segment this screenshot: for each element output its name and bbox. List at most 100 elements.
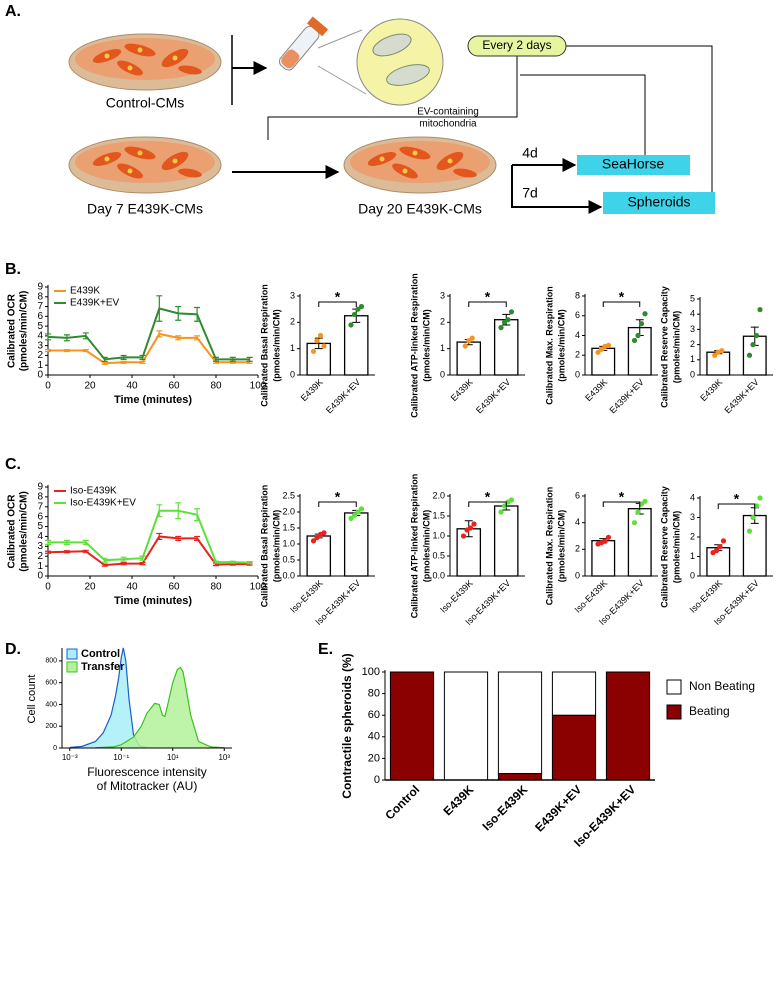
x-tick-label: E439K+EV — [532, 782, 584, 834]
data-point — [757, 307, 763, 313]
y-tick-label: 2 — [37, 350, 43, 361]
x-tick-label: Iso-E439K — [479, 782, 530, 833]
y-tick-label: 1 — [690, 551, 695, 561]
ev-label: EV-containing — [417, 107, 479, 118]
data-point — [351, 311, 358, 318]
x-tick-label: 60 — [168, 381, 180, 392]
x-tick-label: 80 — [210, 381, 222, 392]
y-tick-label: 3 — [37, 340, 43, 351]
mitochondrion — [386, 64, 430, 86]
significance-bracket — [468, 301, 507, 307]
data-point — [750, 342, 756, 348]
data-point — [321, 530, 327, 536]
y-tick-label: 20 — [368, 752, 380, 764]
y-tick-label: 2 — [575, 350, 580, 360]
y-axis-label: Calibrated ATP-linked Respiration — [409, 474, 419, 619]
data-point — [351, 512, 358, 518]
y-tick-label: 1 — [290, 343, 295, 353]
data-point — [314, 535, 320, 541]
legend-swatch — [666, 704, 682, 720]
y-tick-label: 4 — [575, 517, 580, 527]
data-point — [498, 325, 504, 331]
assay-box — [577, 155, 690, 175]
bar-segment — [551, 671, 597, 716]
area-line — [95, 666, 225, 749]
y-tick-label: 5 — [37, 521, 43, 532]
bar-segment — [497, 773, 543, 781]
assay-box — [603, 192, 715, 214]
y-axis-label: Calibrated Reserve Capacity — [659, 286, 669, 408]
bar — [493, 319, 519, 376]
y-axis-label: (pmoles/min/CM) — [271, 309, 281, 382]
y-tick-label: 0 — [290, 369, 295, 379]
y-axis-label: Calibrated Max. Respiration — [544, 487, 554, 606]
x-tick-label: 20 — [84, 582, 96, 593]
x-tick-label: E439K — [299, 377, 325, 403]
data-point — [505, 317, 511, 323]
connector — [267, 56, 518, 140]
y-tick-label: 1.5 — [432, 510, 445, 520]
y-tick-label: 0 — [374, 774, 380, 786]
tube-body — [278, 25, 320, 71]
area-fill — [69, 647, 147, 748]
data-point — [753, 332, 760, 339]
y-tick-label: 2 — [440, 317, 445, 327]
y-tick-label: 4 — [690, 492, 695, 502]
y-tick-label: 6 — [575, 490, 580, 500]
legend-label: Iso-E439K — [70, 486, 117, 497]
y-tick-label: 1.0 — [282, 538, 295, 548]
y-tick-label: 7 — [37, 301, 43, 312]
data-point — [757, 495, 763, 501]
x-tick-label: E439K — [449, 377, 475, 403]
y-axis-label: (pmoles/min/CM) — [271, 510, 281, 583]
significance-bracket — [717, 503, 756, 509]
legend-label: Transfer — [81, 661, 125, 673]
x-tick-label: E439K — [583, 377, 609, 403]
y-axis-label: (pmoles/min/CM) — [671, 311, 681, 384]
y-axis-label: Calibrated Reserve Capacity — [659, 486, 669, 608]
y-tick-label: 0.5 — [432, 550, 445, 560]
y-tick-label: 800 — [45, 658, 57, 665]
y-tick-label: 400 — [45, 701, 57, 708]
data-point — [598, 346, 605, 352]
y-tick-label: 4 — [37, 531, 43, 542]
y-axis-label: (pmoles/min/CM) — [19, 491, 30, 572]
tube-content — [281, 49, 300, 69]
y-tick-label: 2 — [690, 531, 695, 541]
significance-bracket — [602, 301, 641, 307]
data-point — [498, 509, 504, 515]
y-tick-label: 3 — [440, 290, 445, 300]
data-point — [348, 322, 354, 328]
dish — [343, 136, 497, 194]
significance-bracket — [468, 501, 507, 507]
x-axis-label: Fluorescence intensity — [87, 765, 206, 779]
y-axis-label: Calibrated OCR — [7, 293, 18, 368]
x-tick-label: Control — [382, 782, 422, 822]
y-tick-label: 100 — [362, 666, 380, 678]
data-point — [321, 343, 327, 349]
y-tick-label: 2.0 — [432, 490, 445, 500]
x-tick-label: E439K — [441, 782, 477, 818]
series-line — [47, 535, 250, 567]
x-tick-label: 100 — [250, 582, 267, 593]
x-axis-label: of Mitotracker (AU) — [97, 779, 198, 793]
bar — [591, 540, 616, 577]
bar — [306, 535, 332, 577]
x-tick-label: Iso-E439K — [688, 578, 725, 615]
x-tick-label: Iso-E439K — [573, 578, 610, 615]
y-tick-label: 2 — [575, 544, 580, 554]
bar — [742, 514, 767, 577]
data-point — [469, 335, 475, 341]
zoom-line — [317, 65, 367, 95]
data-point — [310, 348, 317, 354]
data-point — [314, 338, 320, 344]
ev-label: mitochondria — [419, 119, 477, 130]
data-point — [713, 548, 720, 554]
bar-segment — [497, 671, 543, 775]
duration-label: 4d — [522, 145, 538, 161]
x-tick-label: E439K+EV — [722, 377, 760, 415]
y-tick-label: 200 — [45, 723, 57, 730]
significance-label: * — [619, 289, 625, 305]
x-tick-label: Iso-E439K — [288, 578, 325, 615]
significance-bracket — [318, 301, 357, 307]
